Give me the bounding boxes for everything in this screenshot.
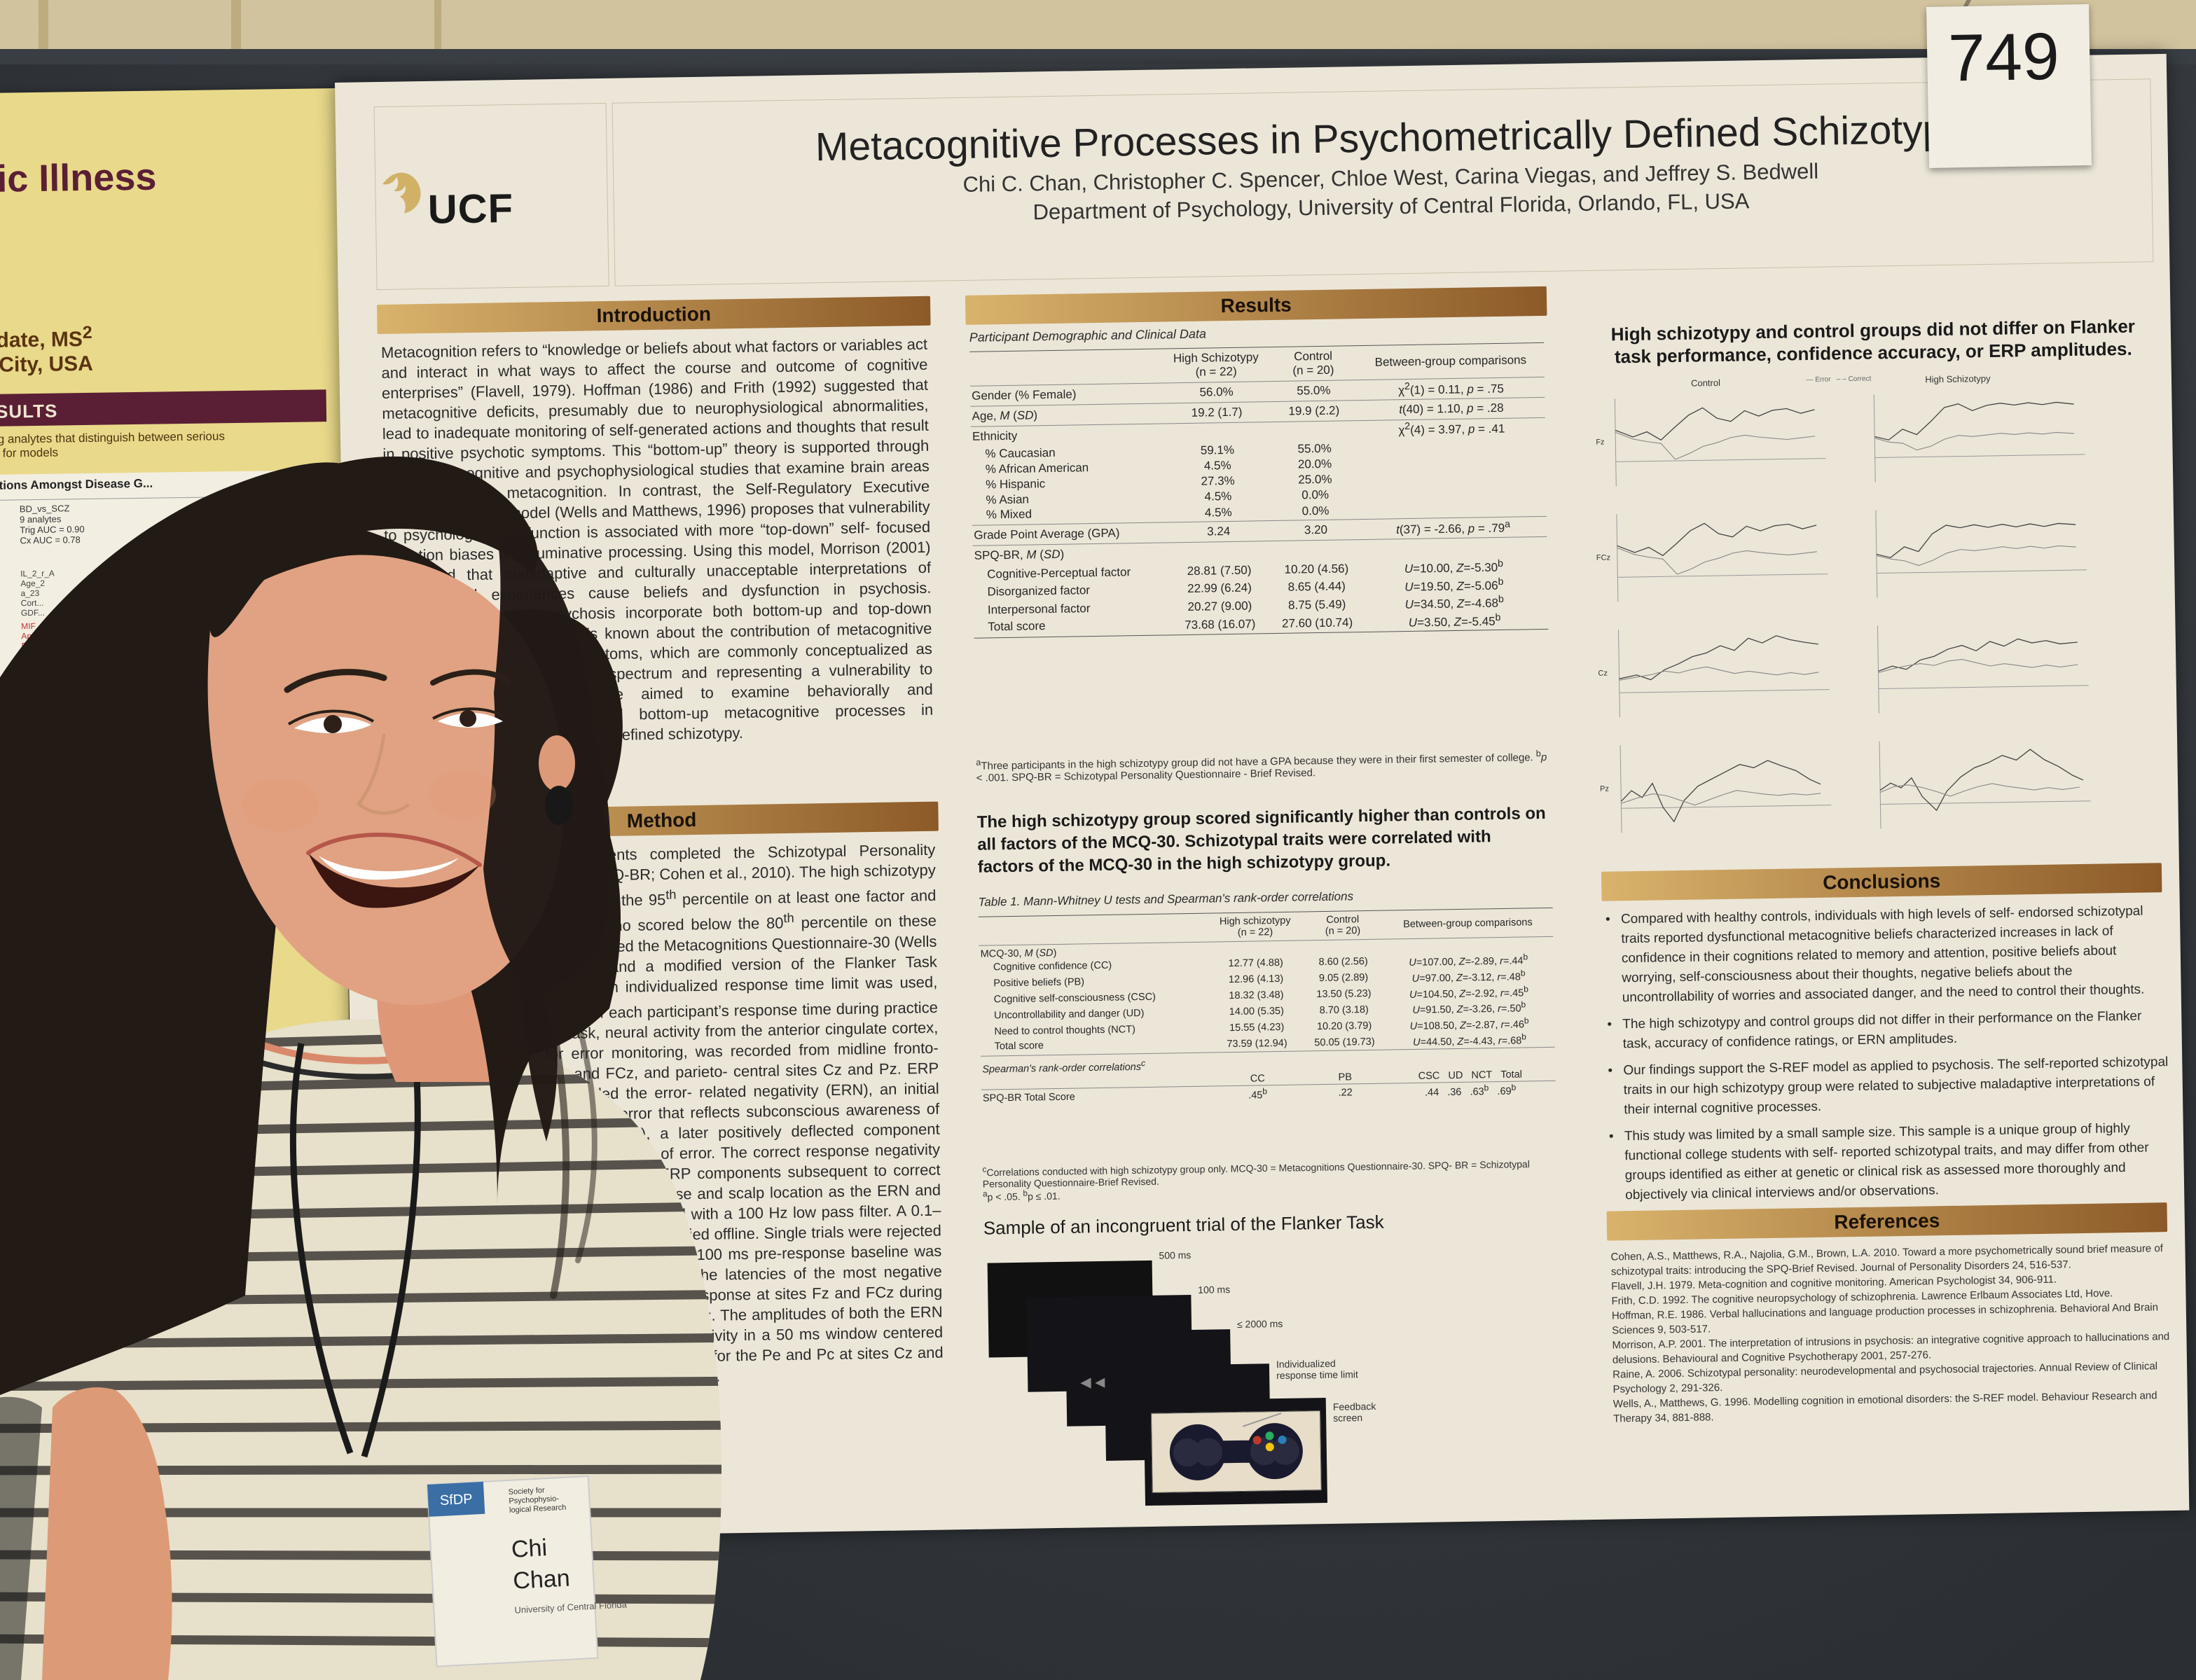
- svg-text:SfDP: SfDP: [439, 1492, 473, 1508]
- svg-text:Chan: Chan: [512, 1565, 570, 1595]
- svg-text:Chi: Chi: [511, 1534, 548, 1563]
